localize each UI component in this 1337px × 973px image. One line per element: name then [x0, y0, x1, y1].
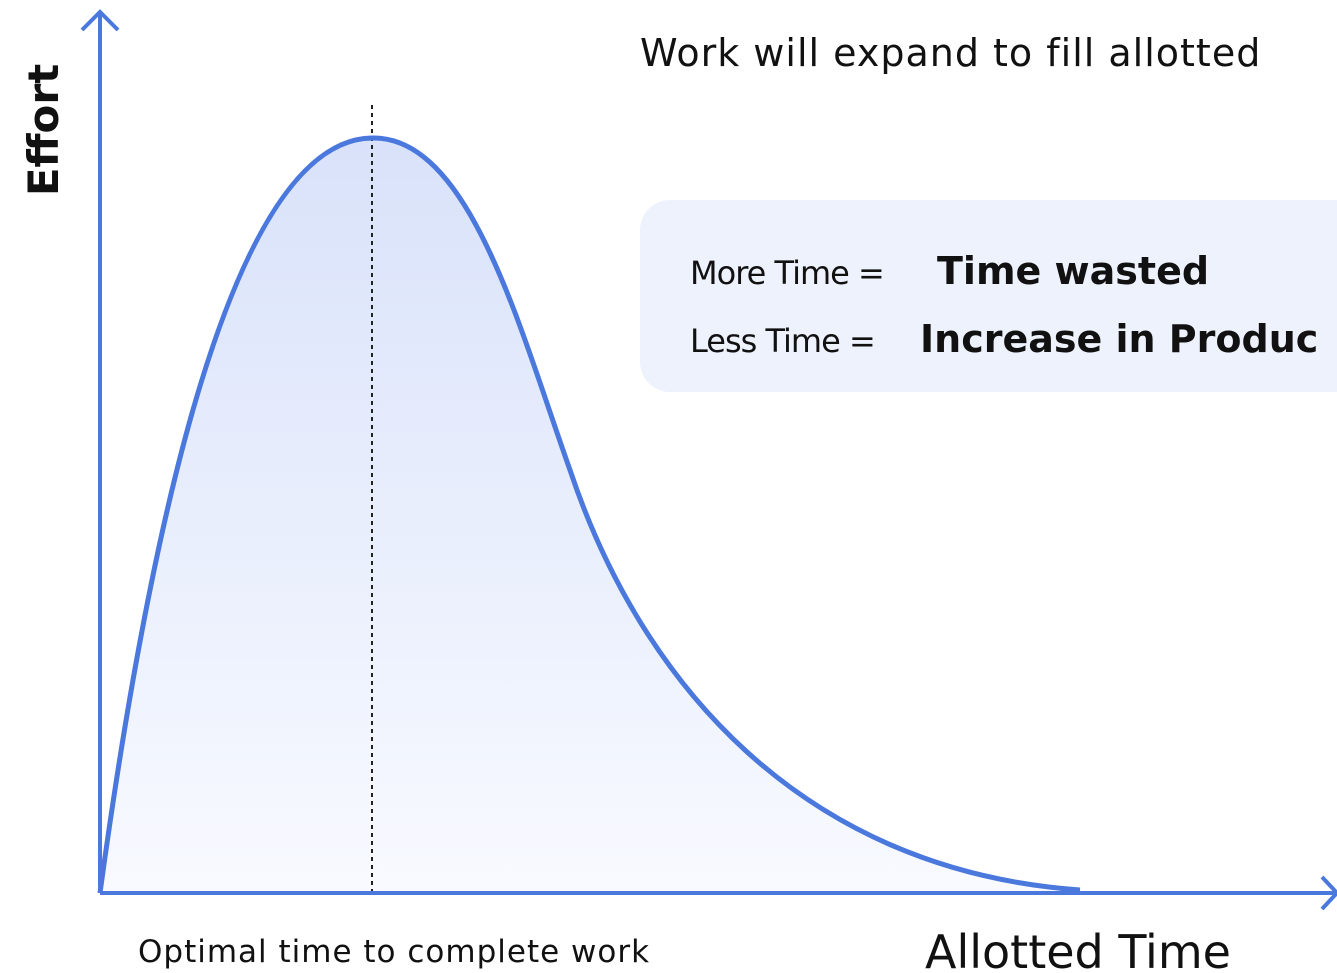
curve-area: [100, 137, 1080, 893]
box-label: More Time =: [690, 254, 884, 292]
y-axis-arrow: [80, 9, 120, 32]
x-axis-label: Allotted Time: [925, 925, 1231, 973]
box-value: Increase in Produc: [920, 317, 1318, 361]
box-label: Less Time =: [690, 322, 875, 360]
effort-curve: [97, 135, 1081, 894]
x-axis-arrow: [1320, 875, 1337, 911]
info-box: [640, 200, 1337, 392]
y-axis-label: Effort: [19, 64, 68, 196]
annotation: Optimal time to complete work: [138, 934, 650, 970]
title: Work will expand to fill allotted: [640, 31, 1261, 75]
box-value: Time wasted: [937, 249, 1209, 293]
